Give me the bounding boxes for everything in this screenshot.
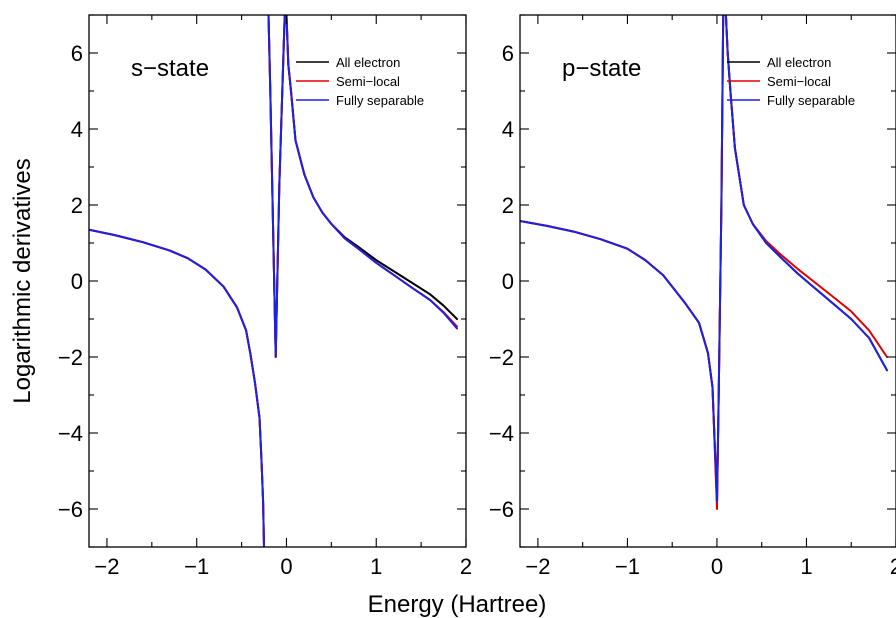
series-line-semi-local-segment-0 xyxy=(89,228,265,547)
y-tick-label: 2 xyxy=(502,193,514,218)
y-tick-label: −2 xyxy=(489,345,514,370)
y-tick-label: 4 xyxy=(502,117,514,142)
x-tick-label: −2 xyxy=(94,554,119,579)
y-tick-label: −4 xyxy=(489,421,514,446)
panel-label: s−state xyxy=(131,55,209,82)
legend-entry: Semi−local xyxy=(336,74,400,89)
x-axis-title: Energy (Hartree) xyxy=(368,591,547,618)
series-line-all-electron-segment-0 xyxy=(520,15,725,503)
legend-entry: All electron xyxy=(767,55,831,70)
y-axis-title: Logarithmic derivatives xyxy=(9,158,36,403)
x-tick-label: −1 xyxy=(615,554,640,579)
y-tick-label: 6 xyxy=(502,41,514,66)
series-line-fully-separable-segment-1 xyxy=(267,15,286,358)
x-tick-label: 0 xyxy=(711,554,723,579)
x-tick-label: 1 xyxy=(800,554,812,579)
x-tick-label: 2 xyxy=(460,554,472,579)
y-tick-label: −2 xyxy=(58,345,83,370)
p-state-panel: −2 −1 0 1 2 −6 −4 −2 0 2 4 6 p−state All electron Semi… xyxy=(489,14,896,579)
y-tick-label: 4 xyxy=(71,117,83,142)
x-tick-label: −2 xyxy=(525,554,550,579)
x-tick-label: 1 xyxy=(370,554,382,579)
y-tick-label: 0 xyxy=(71,269,83,294)
series-line-fully-separable-segment-0 xyxy=(520,15,725,503)
x-tick-label: −1 xyxy=(184,554,209,579)
y-tick-label: 6 xyxy=(71,41,83,66)
s-state-panel: −2 −1 0 1 2 −6 −4 −2 0 2 4 6 s−state All electron Semi… xyxy=(58,14,472,579)
y-tick-label: −6 xyxy=(489,497,514,522)
series-group xyxy=(89,15,458,547)
y-tick-label: −4 xyxy=(58,421,83,446)
x-tick-label: 0 xyxy=(280,554,292,579)
x-tick-label: 2 xyxy=(890,554,896,579)
legend-entry: All electron xyxy=(336,55,400,70)
series-line-fully-separable-segment-0 xyxy=(89,228,265,547)
y-tick-label: −6 xyxy=(58,497,83,522)
legend-entry: Semi−local xyxy=(767,74,831,89)
panel-label: p−state xyxy=(562,55,641,82)
y-tick-label: 0 xyxy=(502,269,514,294)
series-group xyxy=(520,15,888,510)
series-line-fully-separable-segment-2 xyxy=(285,15,458,330)
legend-entry: Fully separable xyxy=(336,93,424,108)
series-line-all-electron-segment-0 xyxy=(89,228,265,547)
y-tick-label: 2 xyxy=(71,193,83,218)
series-line-semi-local-segment-0 xyxy=(520,15,725,510)
legend-entry: Fully separable xyxy=(767,93,855,108)
